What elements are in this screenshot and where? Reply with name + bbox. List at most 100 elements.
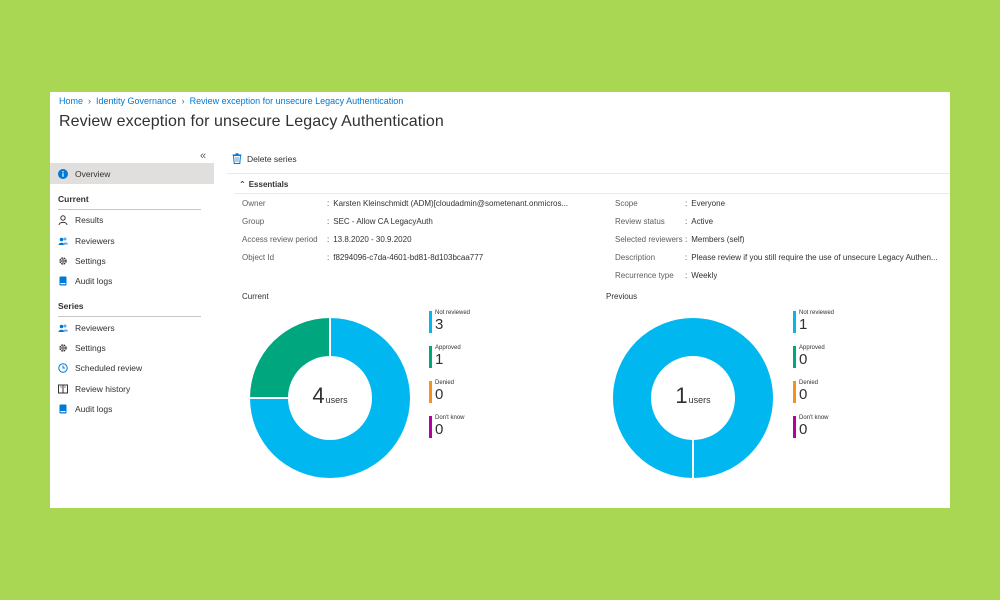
prop-value-period: 13.8.2020 - 30.9.2020 [333,235,412,244]
legend-color-denied [429,381,432,403]
donut-chart-current [250,318,410,478]
page-title: Review exception for unsecure Legacy Aut… [59,113,444,130]
collapse-sidebar-icon[interactable]: « [200,150,207,162]
person-icon [58,214,68,225]
prop-colon: : [327,235,330,244]
chevron-right-icon: › [88,96,92,106]
people-icon [58,323,68,333]
prop-colon: : [685,217,688,226]
sidebar-item-label: Results [75,214,104,225]
prop-value-status: Active [691,217,714,226]
sidebar-item-reviewers[interactable]: Reviewers [50,230,214,251]
essentials-label: Essentials [248,180,289,189]
sidebar-item-label: Reviewers [75,235,115,246]
prop-scope: Scope : Everyone [615,199,725,208]
sidebar-item-settings[interactable]: Settings [50,250,214,271]
legend-count: 1 [435,351,444,368]
chart-title-current: Current [242,292,269,301]
prop-description: Description : Please review if you still… [615,253,945,262]
sidebar-item-label: Review history [75,383,131,394]
legend-current-denied[interactable]: Denied 0 [429,380,454,403]
prop-selected-reviewers: Selected reviewers : Members (self) [615,235,745,244]
sidebar-item-label: Reviewers [75,322,115,333]
delete-series-label: Delete series [247,153,297,164]
donut-slice-approved[interactable] [250,318,330,398]
sidebar-item-overview[interactable]: Overview [50,163,214,184]
legend-color-approved [793,346,796,368]
book-icon [58,404,68,414]
delete-series-button[interactable]: Delete series [232,153,297,164]
trash-icon [232,153,242,164]
breadcrumb: Home › Identity Governance › Review exce… [59,96,403,106]
review-window: Home › Identity Governance › Review exce… [50,92,950,508]
legend-previous-dont-know[interactable]: Don't know 0 [793,415,829,438]
sidebar-item-label: Scheduled review [75,362,143,373]
legend-count: 0 [435,386,444,403]
prop-value-owner[interactable]: Karsten Kleinschmidt (ADM)[cloudadmin@so… [333,199,569,208]
divider [234,193,950,194]
prop-key: Group [242,217,265,226]
history-icon [58,384,68,394]
donut-slice-not-reviewed[interactable] [250,318,410,478]
prop-key: Object Id [242,253,275,262]
prop-value-group[interactable]: SEC - Allow CA LegacyAuth [333,217,433,226]
prop-owner: Owner : Karsten Kleinschmidt (ADM)[cloud… [242,199,568,208]
legend-label: Denied [799,380,819,386]
gear-icon [58,256,68,266]
legend-label: Denied [435,380,455,386]
legend-current-dont-know[interactable]: Don't know 0 [429,415,465,438]
legend-label: Don't know [799,415,829,421]
sidebar-item-results[interactable]: Results [50,209,214,230]
legend-color-denied [793,381,796,403]
total-users-unit: users [325,395,348,405]
sidebar-item-label: Settings [75,342,106,353]
prop-recurrence-type: Recurrence type : Weekly [615,271,717,280]
prop-key: Access review period [242,235,318,244]
prop-group: Group : SEC - Allow CA LegacyAuth [242,217,433,226]
breadcrumb-current[interactable]: Review exception for unsecure Legacy Aut… [189,96,404,106]
legend-previous-denied[interactable]: Denied 0 [793,380,818,403]
legend-label: Approved [799,345,825,351]
legend-color-not-reviewed [429,311,432,333]
divider [58,316,201,317]
essentials-toggle[interactable]: ⌃ Essentials [239,180,288,189]
prop-colon: : [685,199,688,208]
legend-count: 0 [435,421,444,438]
sidebar-item-scheduled-review[interactable]: Scheduled review [50,357,214,378]
legend-color-dont-know [429,416,432,438]
prop-value-reviewers: Members (self) [691,235,745,244]
prop-key: Selected reviewers [615,235,683,244]
legend-label: Don't know [435,415,465,421]
clock-icon [58,362,68,373]
divider [58,209,201,210]
prop-colon: : [685,271,688,280]
sidebar-item-series-settings[interactable]: Settings [50,337,214,358]
legend-count: 1 [799,316,808,333]
legend-count: 0 [799,351,808,368]
sidebar-item-audit-logs[interactable]: Audit logs [50,270,214,291]
legend-previous-approved[interactable]: Approved 0 [793,345,825,368]
sidebar-item-label: Audit logs [75,403,113,414]
prop-key: Description [615,253,656,262]
prop-key: Scope [615,199,638,208]
legend-current-approved[interactable]: Approved 1 [429,345,461,368]
breadcrumb-home[interactable]: Home [59,96,84,106]
prop-review-status: Review status : Active [615,217,713,226]
legend-current-not-reviewed[interactable]: Not reviewed 3 [429,310,470,333]
prop-colon: : [327,217,330,226]
prop-colon: : [327,253,330,262]
sidebar-item-series-audit-logs[interactable]: Audit logs [50,398,214,419]
donut-chart-previous [613,318,773,478]
total-users-count: 1 [675,383,688,408]
section-current: Current [58,194,89,204]
legend-color-approved [429,346,432,368]
legend-color-not-reviewed [793,311,796,333]
sidebar-item-review-history[interactable]: Review history [50,378,214,399]
legend-label: Approved [435,345,461,351]
breadcrumb-identity-governance[interactable]: Identity Governance [96,96,177,106]
legend-previous-not-reviewed[interactable]: Not reviewed 1 [793,310,834,333]
gear-icon [58,343,68,353]
prop-colon: : [685,235,688,244]
sidebar-item-series-reviewers[interactable]: Reviewers [50,317,214,338]
prop-value-scope: Everyone [691,199,726,208]
